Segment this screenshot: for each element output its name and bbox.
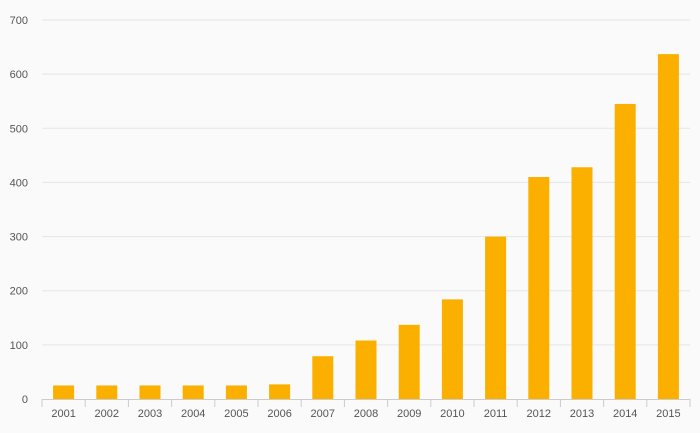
x-tick-label: 2007 (311, 408, 335, 420)
bar-2010 (441, 299, 463, 399)
x-tick-label: 2008 (354, 408, 378, 420)
x-axis (41, 399, 691, 407)
x-tick-label: 2013 (570, 408, 594, 420)
x-tick-label: 2011 (484, 408, 508, 420)
x-tick-label: 2001 (51, 408, 75, 420)
bar-2011 (485, 236, 507, 399)
x-tick-label: 2012 (527, 408, 551, 420)
x-tick-label: 2009 (397, 408, 421, 420)
x-tick-label: 2005 (224, 408, 248, 420)
x-tick-label: 2010 (440, 408, 464, 420)
x-axis-tick-labels: 2001 2002 2003 2004 2005 2006 2007 2008 2009 2010… (51, 408, 680, 420)
y-tick-label: 500 (10, 123, 28, 135)
bars (53, 54, 679, 400)
bar-2002 (96, 385, 118, 399)
x-tick-label: 2006 (267, 408, 291, 420)
x-tick-label: 2014 (613, 408, 637, 420)
bar-2005 (225, 385, 247, 399)
x-tick-label: 2003 (138, 408, 162, 420)
y-tick-label: 0 (22, 394, 28, 406)
bar-2001 (53, 385, 75, 399)
y-tick-label: 200 (10, 286, 28, 298)
bar-2004 (182, 385, 204, 399)
bar-2009 (398, 324, 420, 399)
y-tick-label: 400 (10, 177, 28, 189)
bar-2007 (312, 356, 334, 399)
y-tick-label: 600 (10, 69, 28, 81)
x-tick-label: 2002 (95, 408, 119, 420)
x-tick-label: 2004 (181, 408, 205, 420)
y-tick-label: 300 (10, 232, 28, 244)
y-tick-label: 700 (10, 15, 28, 27)
bar-2003 (139, 385, 161, 399)
bar-2008 (355, 340, 377, 399)
bar-2013 (571, 167, 593, 399)
y-tick-label: 100 (10, 340, 28, 352)
y-axis-tick-labels: 0 100 200 300 400 500 600 700 (10, 15, 28, 406)
x-tick-label: 2015 (656, 408, 680, 420)
bar-2015 (657, 54, 679, 400)
bar-2006 (269, 384, 291, 399)
grid-lines (42, 19, 690, 346)
bar-2014 (614, 103, 636, 400)
bar-2012 (528, 177, 550, 399)
